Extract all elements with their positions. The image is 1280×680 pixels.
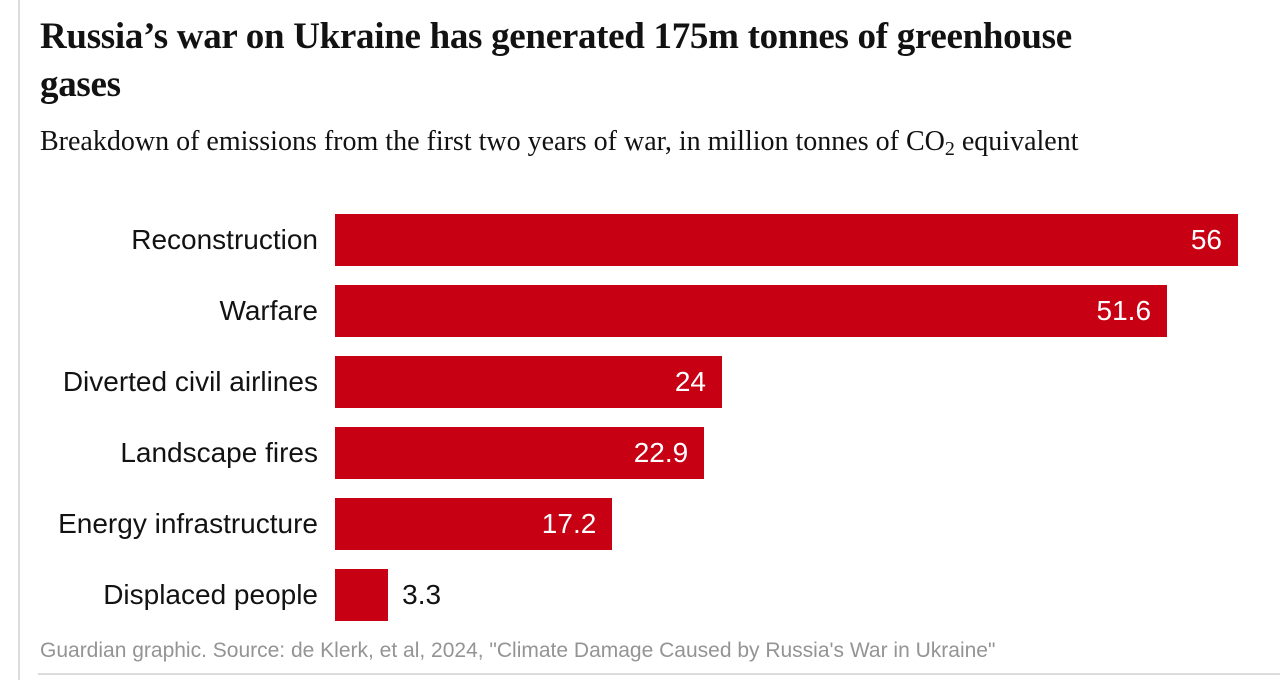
- bar-chart: Reconstruction 56 Warfare 51.6 Diverted civi…: [40, 214, 1238, 621]
- bar-track: 3.3: [335, 569, 1238, 621]
- chart-content: Russia’s war on Ukraine has generated 17…: [40, 0, 1240, 664]
- chart-title: Russia’s war on Ukraine has generated 17…: [40, 16, 1072, 105]
- bar: 24: [335, 356, 723, 408]
- value-label: 51.6: [1096, 295, 1152, 326]
- left-border-rule: [18, 0, 20, 680]
- subtitle-subscript: 2: [944, 138, 955, 160]
- category-label: Warfare: [219, 295, 318, 326]
- chart-row: Displaced people 3.3: [40, 569, 1238, 621]
- category-label: Reconstruction: [131, 224, 318, 255]
- subtitle-text-tail: equivalent: [954, 126, 1079, 157]
- category-label: Diverted civil airlines: [62, 366, 318, 397]
- bar-track: 24: [335, 356, 1238, 408]
- chart-row: Reconstruction 56: [40, 214, 1238, 266]
- value-label: 3.3: [402, 579, 442, 610]
- bar: 51.6: [335, 285, 1168, 337]
- source-note: Guardian graphic. Source: de Klerk, et a…: [40, 639, 996, 662]
- bar-track: 22.9: [335, 427, 1238, 479]
- chart-row: Warfare 51.6: [40, 285, 1238, 337]
- value-label: 17.2: [541, 508, 597, 539]
- category-label: Energy infrastructure: [58, 508, 318, 539]
- bottom-border-rule: [38, 673, 1280, 675]
- bar-track: 56: [335, 214, 1238, 266]
- category-label: Landscape fires: [120, 437, 318, 468]
- bar: [335, 569, 389, 621]
- value-label: 56: [1190, 224, 1222, 255]
- bar: 22.9: [335, 427, 705, 479]
- chart-row: Landscape fires 22.9: [40, 427, 1238, 479]
- chart-row: Energy infrastructure 17.2: [40, 498, 1238, 550]
- value-label: 24: [674, 366, 707, 397]
- bar-track: 17.2: [335, 498, 1238, 550]
- subtitle-text: Breakdown of emissions from the first tw…: [40, 126, 945, 157]
- chart-subtitle: Breakdown of emissions from the first tw…: [40, 126, 1240, 160]
- category-label: Displaced people: [103, 579, 318, 610]
- bar-track: 51.6: [335, 285, 1238, 337]
- bar: 56: [335, 214, 1238, 266]
- value-label: 22.9: [633, 437, 689, 468]
- bar: 17.2: [335, 498, 613, 550]
- chart-row: Diverted civil airlines 24: [40, 356, 1238, 408]
